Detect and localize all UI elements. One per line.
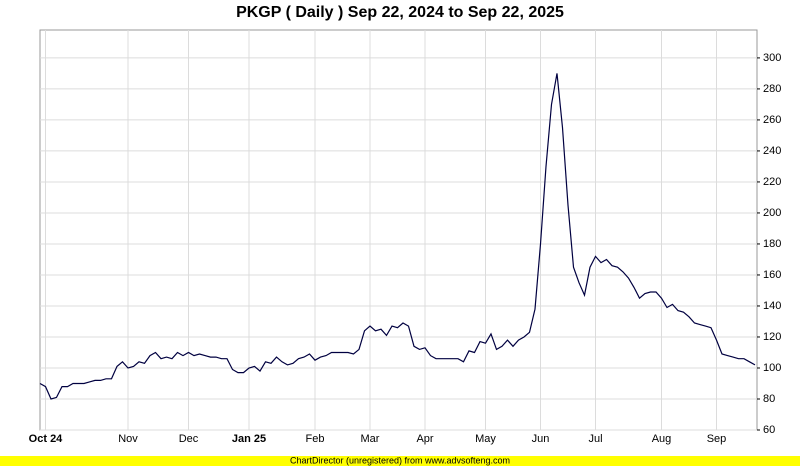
y-tick-label: 80: [763, 393, 775, 405]
x-tick-label: May: [475, 433, 496, 445]
x-tick-label: Jun: [532, 433, 550, 445]
y-tick-label: 300: [763, 52, 781, 64]
x-tick-label: Mar: [361, 433, 380, 445]
price-line: [39, 73, 756, 400]
y-tick-label: 260: [763, 114, 781, 126]
y-tick-label: 220: [763, 176, 781, 188]
footer-bar: [0, 456, 800, 466]
chart-title: PKGP ( Daily ) Sep 22, 2024 to Sep 22, 2…: [236, 4, 564, 21]
x-tick-label: Jul: [588, 433, 602, 445]
y-tick-label: 180: [763, 238, 781, 250]
y-tick-label: 280: [763, 83, 781, 95]
x-tick-label: Apr: [416, 433, 433, 445]
x-tick-label: Jan 25: [232, 433, 266, 445]
y-tick-label: 160: [763, 269, 781, 281]
x-tick-label: Dec: [179, 433, 199, 445]
x-tick-label: Nov: [118, 433, 138, 445]
x-tick-label: Feb: [306, 433, 325, 445]
x-tick-label: Aug: [652, 433, 672, 445]
x-tick-label: Oct 24: [29, 433, 64, 445]
y-tick-label: 140: [763, 300, 781, 312]
footer: ChartDirector (unregistered) from www.ad…: [290, 455, 510, 465]
y-tick-label: 120: [763, 331, 781, 343]
y-tick-label: 100: [763, 362, 781, 374]
y-tick-label: 200: [763, 207, 781, 219]
x-tick-label: Sep: [707, 433, 727, 445]
y-tick-label: 60: [763, 424, 775, 436]
plot-area: [39, 29, 758, 431]
y-tick-label: 240: [763, 145, 781, 157]
